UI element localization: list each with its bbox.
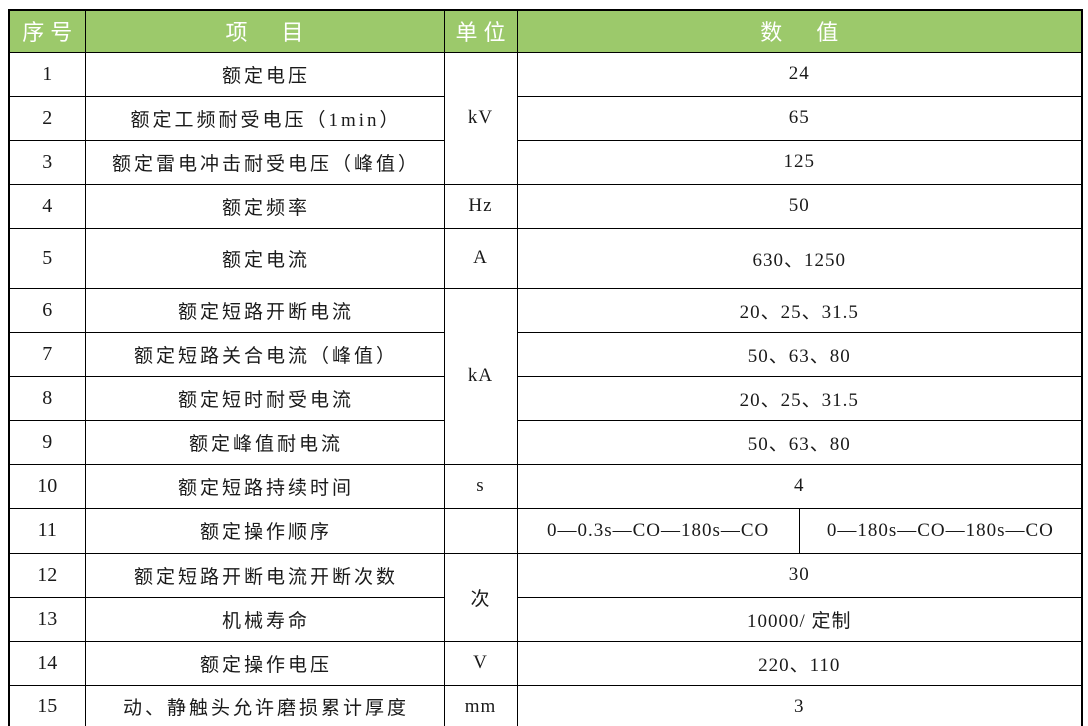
cell-unit-empty [443, 507, 518, 554]
cell-value: 50、63、80 [516, 331, 1083, 377]
cell-no: 1 [8, 51, 86, 97]
cell-unit-kv: kV [443, 51, 518, 185]
cell-unit: Hz [443, 183, 518, 229]
table-row-15: 15 动、静触头允许磨损累计厚度 mm 3 [8, 684, 1083, 726]
cell-item: 额定短路关合电流（峰值） [84, 331, 445, 377]
table-row-9: 9 额定峰值耐电流 50、63、80 [8, 419, 1083, 465]
cell-item: 额定雷电冲击耐受电压（峰值） [84, 139, 445, 185]
table-row-12: 12 额定短路开断电流开断次数 次 30 [8, 552, 1083, 642]
table-row-10: 10 额定短路持续时间 s 4 [8, 463, 1083, 509]
cell-item: 额定短时耐受电流 [84, 375, 445, 421]
table-row-7: 7 额定短路关合电流（峰值） 50、63、80 [8, 331, 1083, 377]
cell-unit: V [443, 640, 518, 686]
cell-item: 额定操作电压 [84, 640, 445, 686]
cell-unit: s [443, 463, 518, 509]
cell-unit: mm [443, 684, 518, 726]
cell-value: 20、25、31.5 [516, 375, 1083, 421]
cell-item: 额定短路开断电流 [84, 287, 445, 333]
cell-item: 额定短路开断电流开断次数 [84, 552, 445, 598]
cell-value: 125 [516, 139, 1083, 185]
cell-value: 65 [516, 95, 1083, 141]
col-header-item: 项 目 [84, 9, 445, 53]
cell-item: 额定工频耐受电压（1min） [84, 95, 445, 141]
table-row-6: 6 额定短路开断电流 kA 20、25、31.5 [8, 287, 1083, 465]
table-row-5: 5 额定电流 A 630、1250 [8, 227, 1083, 289]
cell-no: 10 [8, 463, 86, 509]
cell-unit-ka: kA [443, 287, 518, 465]
cell-value-split: 0—0.3s—CO—180s—CO 0—180s—CO—180s—CO [516, 507, 1083, 554]
cell-unit: A [443, 227, 518, 289]
table-row-14: 14 额定操作电压 V 220、110 [8, 640, 1083, 686]
cell-no: 11 [8, 507, 86, 554]
cell-no: 5 [8, 227, 86, 289]
operating-sequence-right: 0—180s—CO—180s—CO [798, 509, 1081, 552]
col-header-unit: 单位 [443, 9, 518, 53]
cell-value: 630、1250 [516, 227, 1083, 289]
table-row-13: 13 机械寿命 10000/ 定制 [8, 596, 1083, 642]
cell-no: 13 [8, 596, 86, 642]
col-header-value: 数 值 [516, 9, 1083, 53]
table-row-4: 4 额定频率 Hz 50 [8, 183, 1083, 229]
cell-no: 15 [8, 684, 86, 726]
table-row-3: 3 额定雷电冲击耐受电压（峰值） 125 [8, 139, 1083, 185]
cell-unit-ci: 次 [443, 552, 518, 642]
cell-value: 24 [516, 51, 1083, 97]
cell-no: 12 [8, 552, 86, 598]
cell-item: 额定电流 [84, 227, 445, 289]
cell-value: 220、110 [516, 640, 1083, 686]
cell-no: 9 [8, 419, 86, 465]
cell-no: 3 [8, 139, 86, 185]
cell-value: 3 [516, 684, 1083, 726]
cell-item: 额定峰值耐电流 [84, 419, 445, 465]
cell-value: 10000/ 定制 [516, 596, 1083, 642]
cell-item: 额定电压 [84, 51, 445, 97]
table-row-8: 8 额定短时耐受电流 20、25、31.5 [8, 375, 1083, 421]
cell-value: 30 [516, 552, 1083, 598]
cell-no: 6 [8, 287, 86, 333]
table-row-11: 11 额定操作顺序 0—0.3s—CO—180s—CO 0—180s—CO—18… [8, 507, 1083, 554]
cell-no: 4 [8, 183, 86, 229]
cell-value: 20、25、31.5 [516, 287, 1083, 333]
cell-value: 50、63、80 [516, 419, 1083, 465]
operating-sequence-left: 0—0.3s—CO—180s—CO [546, 519, 770, 541]
cell-no: 14 [8, 640, 86, 686]
cell-item: 动、静触头允许磨损累计厚度 [84, 684, 445, 726]
header-row: 序号 项 目 单位 数 值 [8, 9, 1083, 53]
cell-no: 7 [8, 331, 86, 377]
cell-no: 8 [8, 375, 86, 421]
cell-value: 4 [516, 463, 1083, 509]
cell-value: 50 [516, 183, 1083, 229]
cell-no: 2 [8, 95, 86, 141]
col-header-no: 序号 [8, 9, 86, 53]
operating-sequence-values: 0—0.3s—CO—180s—CO 0—180s—CO—180s—CO [518, 509, 1081, 552]
table-row-2: 2 额定工频耐受电压（1min） 65 [8, 95, 1083, 141]
cell-item: 机械寿命 [84, 596, 445, 642]
cell-item: 额定操作顺序 [84, 507, 445, 554]
cell-item: 额定短路持续时间 [84, 463, 445, 509]
spec-table: 序号 项 目 单位 数 值 1 额定电压 kV 24 2 额定工频耐受电压（1m… [8, 9, 1083, 726]
cell-item: 额定频率 [84, 183, 445, 229]
table-row-1: 1 额定电压 kV 24 [8, 51, 1083, 185]
